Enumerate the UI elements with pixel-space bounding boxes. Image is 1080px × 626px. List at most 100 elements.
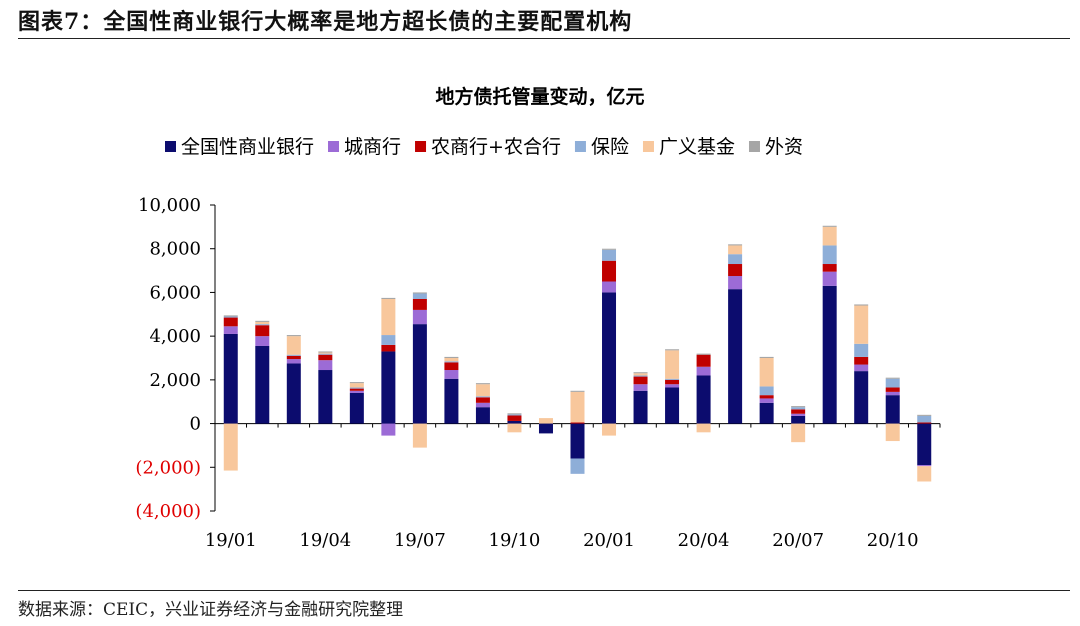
- bar-segment-19-06: [381, 335, 396, 345]
- bar-segment-20-01: [602, 260, 617, 282]
- legend-item: 保险: [574, 136, 629, 158]
- bar-segment-19-09: [475, 396, 490, 398]
- bar-segment-19-09: [475, 397, 490, 403]
- bar-segment-20-06: [759, 398, 774, 403]
- legend-swatch: [328, 141, 340, 152]
- y-tick-label: 2,000: [149, 370, 201, 391]
- bar-segment-20-10: [885, 378, 900, 388]
- bar-segment-20-03: [665, 349, 680, 351]
- bar-segment-20-04: [696, 354, 711, 367]
- x-tick-label: 20/07: [772, 530, 824, 551]
- bar-segment-20-06: [759, 358, 774, 387]
- bar-segment-19-03: [286, 336, 301, 355]
- bar-segment-20-02: [633, 376, 648, 385]
- bar-segment-20-11: [917, 414, 932, 416]
- bars: [223, 225, 932, 482]
- bar-segment-20-03: [665, 379, 680, 385]
- bar-segment-20-09: [854, 356, 869, 365]
- bar-segment-19-03: [286, 363, 301, 424]
- bar-segment-20-11: [917, 415, 932, 423]
- bar-segment-20-03: [665, 387, 680, 424]
- top-rule: [18, 38, 1070, 39]
- bar-segment-20-07: [791, 406, 806, 408]
- bar-segment-19-04: [318, 354, 333, 361]
- bar-segment-19-01: [223, 333, 238, 424]
- legend-item: 农商行+农合行: [415, 136, 561, 158]
- bar-segment-19-04: [318, 360, 333, 371]
- bar-segment-20-01: [602, 292, 617, 424]
- bar-segment-20-01: [602, 249, 617, 261]
- legend-item: 城商行: [328, 136, 401, 158]
- legend-item: 广义基金: [642, 136, 735, 158]
- chart-title: 地方债托管量变动，亿元: [435, 85, 644, 108]
- bar-segment-19-05: [349, 390, 364, 393]
- bar-segment-19-12: [570, 391, 585, 423]
- bar-segment-19-03: [286, 355, 301, 360]
- bar-segment-20-08: [822, 285, 837, 424]
- bar-segment-20-05: [728, 289, 743, 424]
- bar-segment-19-09: [475, 384, 490, 397]
- bar-segment-19-01: [223, 326, 238, 334]
- bar-segment-19-01: [223, 315, 238, 317]
- bar-segment-20-02: [633, 375, 648, 377]
- stacked-bar-chart: 地方债托管量变动，亿元 全国性商业银行 城商行 农商行+农合行 保险 广义基金 外资 (4…: [135, 85, 941, 551]
- bottom-rule: [18, 590, 1070, 591]
- legend-swatch: [415, 141, 427, 152]
- bar-segment-19-10: [507, 413, 522, 415]
- bar-segment-20-09: [854, 304, 869, 306]
- bar-segment-20-08: [822, 264, 837, 272]
- bar-segment-19-05: [349, 387, 364, 389]
- axes: (4,000) (2,000) 0 2,000 4,000 6,000 8,000 10,00…: [135, 195, 941, 551]
- bar-segment-19-06: [381, 423, 396, 436]
- bar-segment-20-01: [602, 248, 617, 250]
- bar-segment-20-09: [854, 343, 869, 357]
- legend-label: 外资: [765, 136, 803, 158]
- bar-segment-19-06: [381, 351, 396, 424]
- bar-segment-20-08: [822, 271, 837, 286]
- bar-segment-20-03: [665, 384, 680, 388]
- bar-segment-19-03: [286, 359, 301, 364]
- bar-segment-20-08: [822, 245, 837, 265]
- bar-segment-19-07: [412, 423, 427, 448]
- x-tick-label: 20/10: [867, 530, 919, 551]
- bar-segment-19-02: [255, 325, 270, 337]
- bar-segment-19-10: [507, 415, 522, 421]
- bar-segment-19-11: [538, 418, 553, 424]
- bar-segment-19-12: [570, 390, 585, 392]
- bar-segment-20-02: [633, 373, 648, 376]
- bar-segment-20-07: [791, 409, 806, 414]
- y-tick-label: 4,000: [149, 326, 201, 347]
- legend: 全国性商业银行 城商行 农商行+农合行 保险 广义基金 外资: [165, 136, 803, 158]
- bar-segment-20-02: [633, 390, 648, 424]
- bar-segment-19-08: [444, 356, 459, 358]
- bar-segment-20-05: [728, 245, 743, 255]
- bar-segment-20-10: [885, 391, 900, 396]
- y-tick-label: 10,000: [138, 195, 201, 216]
- bar-segment-19-05: [349, 382, 364, 384]
- bar-segment-20-11: [917, 422, 932, 424]
- bar-segment-19-02: [255, 324, 270, 326]
- bar-segment-20-10: [885, 423, 900, 442]
- bar-segment-19-07: [412, 309, 427, 325]
- bar-segment-19-07: [412, 293, 427, 299]
- y-tick-label: 8,000: [149, 239, 201, 260]
- legend-label: 全国性商业银行: [181, 136, 314, 158]
- bar-segment-19-08: [444, 378, 459, 424]
- bar-segment-19-10: [507, 420, 522, 424]
- bar-segment-20-03: [665, 378, 680, 380]
- bar-segment-20-04: [696, 353, 711, 355]
- bar-segment-20-08: [822, 225, 837, 227]
- bar-segment-19-04: [318, 351, 333, 353]
- bar-segment-19-05: [349, 392, 364, 424]
- bar-segment-20-05: [728, 244, 743, 246]
- bar-segment-19-05: [349, 383, 364, 388]
- y-tick-label: 6,000: [149, 282, 201, 303]
- bar-segment-19-08: [444, 358, 459, 362]
- bar-segment-19-10: [507, 414, 522, 416]
- bar-segment-19-07: [412, 292, 427, 294]
- bar-segment-20-07: [791, 407, 806, 410]
- x-tick-label: 19/10: [489, 530, 541, 551]
- bar-segment-20-06: [759, 386, 774, 396]
- bar-segment-20-07: [791, 423, 806, 443]
- bar-segment-19-02: [255, 345, 270, 424]
